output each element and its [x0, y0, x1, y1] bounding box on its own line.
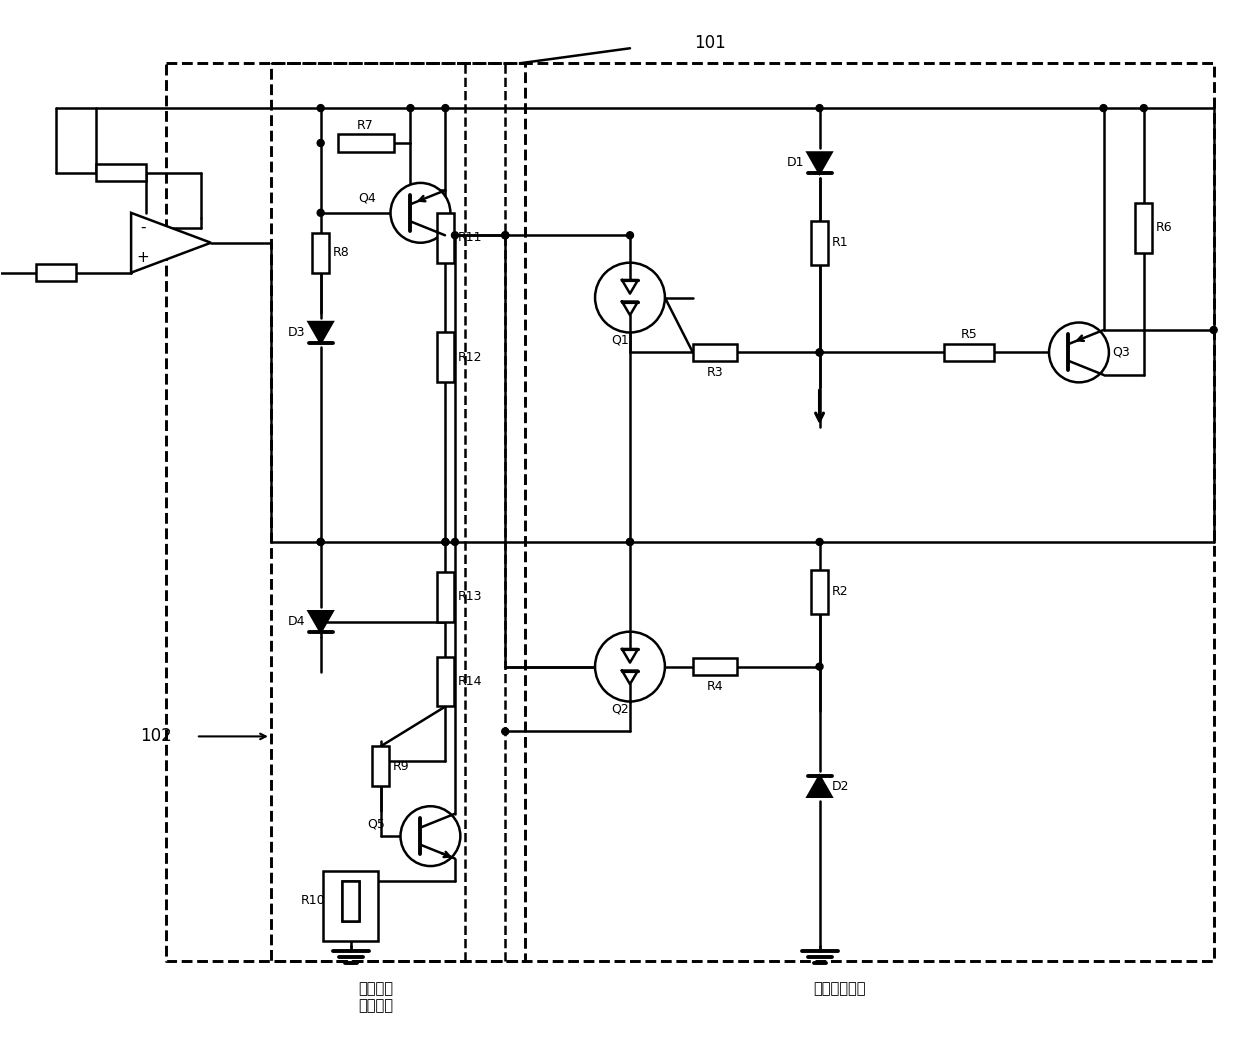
Circle shape	[1049, 323, 1109, 383]
Bar	[945, 344, 994, 361]
Bar	[342, 881, 360, 921]
Text: 激励功率
放大电路: 激励功率 放大电路	[358, 981, 393, 1013]
Circle shape	[816, 538, 823, 545]
Bar	[693, 344, 737, 361]
Polygon shape	[309, 611, 332, 633]
Circle shape	[816, 349, 823, 356]
Text: Q2: Q2	[611, 703, 629, 716]
Text: 短路保护电路: 短路保护电路	[813, 981, 866, 996]
Circle shape	[451, 232, 459, 239]
Text: R7: R7	[357, 118, 374, 132]
Circle shape	[626, 538, 634, 545]
Text: R4: R4	[707, 680, 723, 693]
Circle shape	[502, 728, 508, 735]
Text: Q1: Q1	[611, 334, 629, 347]
Bar	[337, 134, 393, 152]
Circle shape	[626, 538, 634, 545]
Circle shape	[1100, 105, 1107, 112]
Text: R14: R14	[458, 675, 482, 689]
Text: R8: R8	[332, 246, 350, 259]
Bar	[811, 570, 828, 614]
Circle shape	[441, 538, 449, 545]
Circle shape	[451, 538, 459, 545]
Text: 101: 101	[694, 34, 725, 52]
Bar	[811, 221, 828, 264]
Circle shape	[626, 232, 634, 239]
Circle shape	[317, 140, 324, 146]
Circle shape	[816, 349, 823, 356]
Circle shape	[1141, 105, 1147, 112]
Bar	[312, 232, 329, 273]
Circle shape	[595, 632, 665, 701]
Text: D2: D2	[832, 780, 849, 792]
Text: R13: R13	[458, 590, 482, 604]
Text: D1: D1	[787, 157, 805, 169]
Circle shape	[502, 232, 508, 239]
Circle shape	[391, 183, 450, 243]
Circle shape	[595, 262, 665, 333]
Polygon shape	[309, 323, 332, 343]
Polygon shape	[131, 213, 211, 273]
Text: R12: R12	[458, 351, 482, 364]
Text: Q5: Q5	[367, 818, 386, 831]
Circle shape	[407, 105, 414, 112]
Text: -: -	[140, 220, 146, 235]
Circle shape	[816, 663, 823, 670]
Text: Q4: Q4	[358, 192, 376, 204]
Circle shape	[317, 538, 324, 545]
Bar	[1136, 203, 1152, 253]
Text: R1: R1	[832, 236, 848, 249]
Text: R5: R5	[961, 328, 977, 341]
Polygon shape	[807, 152, 832, 173]
Circle shape	[317, 618, 324, 625]
Text: R9: R9	[393, 760, 409, 773]
Bar	[436, 571, 454, 622]
Text: R6: R6	[1156, 221, 1173, 234]
Bar	[436, 213, 454, 262]
Circle shape	[441, 105, 449, 112]
Text: R11: R11	[458, 231, 482, 245]
Text: R10: R10	[301, 895, 326, 907]
Bar	[693, 658, 737, 675]
Circle shape	[317, 105, 324, 112]
Circle shape	[317, 538, 324, 545]
Bar	[436, 333, 454, 383]
Text: +: +	[136, 250, 150, 265]
Text: D3: D3	[288, 326, 306, 339]
Circle shape	[816, 105, 823, 112]
Bar	[436, 656, 454, 706]
Bar	[97, 165, 146, 181]
Polygon shape	[807, 776, 832, 796]
Circle shape	[502, 232, 508, 239]
Circle shape	[1210, 327, 1218, 334]
Bar	[324, 871, 378, 941]
Circle shape	[317, 209, 324, 217]
Text: R2: R2	[832, 585, 848, 598]
Text: R3: R3	[707, 366, 723, 379]
Text: D4: D4	[288, 615, 306, 628]
Text: 102: 102	[140, 727, 172, 746]
Circle shape	[441, 538, 449, 545]
Circle shape	[401, 806, 460, 866]
Bar	[372, 747, 389, 786]
Bar	[342, 881, 360, 921]
Text: Q3: Q3	[1112, 346, 1130, 359]
Bar	[36, 264, 76, 281]
